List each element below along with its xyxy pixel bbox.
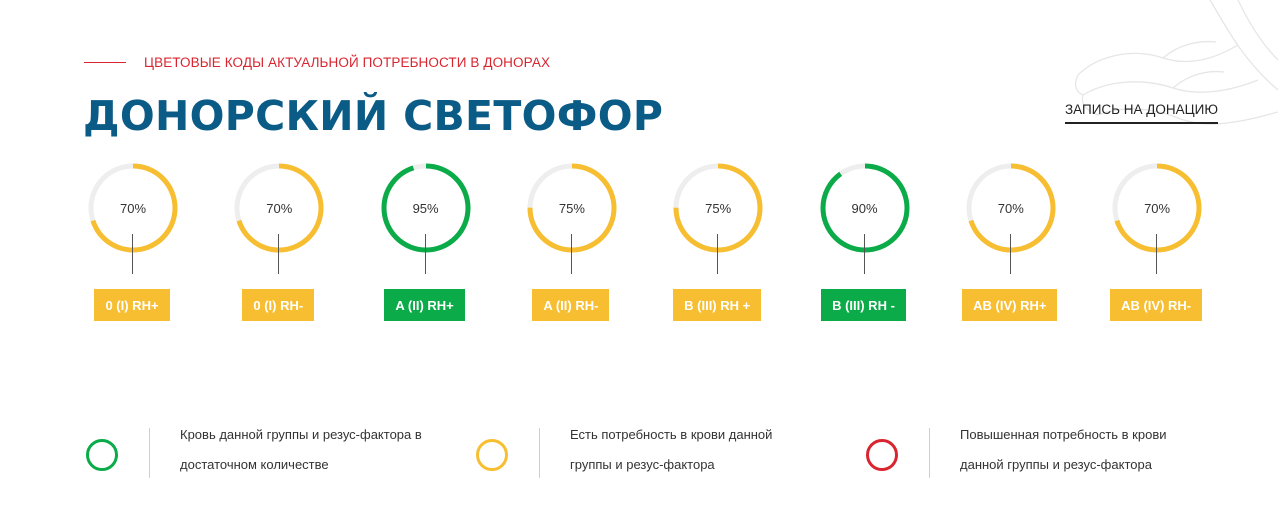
progress-percent: 90% — [851, 200, 878, 216]
progress-percent: 70% — [266, 200, 293, 216]
legend-item-red: Повышенная потребность в крови данной гру… — [866, 418, 1246, 478]
red-circle-icon — [866, 439, 898, 471]
connector-line — [863, 234, 865, 274]
legend-divider — [149, 428, 150, 478]
badge-wrapper: B (III) RH + — [657, 289, 777, 321]
blood-group-badge: A (II) RH+ — [384, 289, 465, 321]
progress-ring: 70% — [87, 162, 179, 254]
hands-illustration — [1074, 0, 1278, 125]
blood-group-badge: A (II) RH- — [532, 289, 610, 321]
progress-ring-graphic — [820, 163, 909, 253]
blood-group-badge: 0 (I) RH+ — [94, 289, 170, 321]
connector-line — [570, 234, 572, 274]
legend-text-line: группы и резус-фактора — [570, 457, 715, 472]
eyebrow-text: ЦВЕТОВЫЕ КОДЫ АКТУАЛЬНОЙ ПОТРЕБНОСТИ В Д… — [144, 54, 551, 70]
green-circle-icon — [86, 439, 118, 471]
blood-group-badge: 0 (I) RH- — [242, 289, 315, 321]
progress-ring: 90% — [819, 162, 911, 254]
progress-ring-arc — [88, 163, 178, 253]
progress-percent: 70% — [1144, 200, 1171, 216]
blood-group-badge: B (III) RH + — [673, 289, 762, 321]
legend-item-yellow: Есть потребность в крови данной группы и … — [476, 418, 856, 478]
progress-ring-graphic — [88, 163, 178, 253]
badge-wrapper: 0 (I) RH+ — [72, 289, 192, 321]
progress-ring-arc — [381, 163, 471, 253]
legend-divider — [539, 428, 540, 478]
progress-ring-graphic — [1112, 163, 1202, 253]
progress-ring-arc — [527, 163, 617, 253]
connector-line — [132, 234, 133, 274]
page-title: ДОНОРСКИЙ СВЕТОФОР — [83, 92, 664, 140]
legend-text: Есть потребность в крови данной группы и … — [570, 420, 850, 480]
progress-ring-arc — [820, 163, 909, 253]
connector-line — [1009, 234, 1011, 274]
progress-ring: 70% — [1111, 162, 1203, 254]
legend: Кровь данной группы и резус-фактора в дос… — [0, 408, 1278, 478]
connector-line — [424, 234, 426, 274]
progress-ring-arc — [673, 163, 763, 253]
progress-ring-arc — [1112, 163, 1202, 253]
blood-group-badge: AB (IV) RH- — [1110, 289, 1203, 321]
legend-text: Кровь данной группы и резус-фактора в дос… — [180, 420, 460, 480]
legend-text-line: Есть потребность в крови данной — [570, 427, 773, 442]
blood-group-badge: AB (IV) RH+ — [962, 289, 1058, 321]
progress-ring-graphic — [966, 163, 1056, 253]
badge-wrapper: A (II) RH- — [511, 289, 631, 321]
progress-percent: 95% — [412, 200, 439, 216]
blood-group-badge: B (III) RH - — [821, 289, 906, 321]
legend-text: Повышенная потребность в крови данной гру… — [960, 420, 1240, 480]
legend-item-green: Кровь данной группы и резус-фактора в дос… — [86, 418, 466, 478]
progress-ring-graphic — [381, 163, 471, 253]
badge-wrapper: B (III) RH - — [804, 289, 924, 321]
progress-ring: 70% — [965, 162, 1057, 254]
badge-wrapper: A (II) RH+ — [365, 289, 485, 321]
badge-wrapper: AB (IV) RH- — [1096, 289, 1216, 321]
connector-line — [1156, 234, 1158, 274]
legend-divider — [929, 428, 930, 478]
progress-ring: 95% — [380, 162, 472, 254]
legend-text-line: данной группы и резус-фактора — [960, 457, 1152, 472]
blood-groups-row: 70% 0 (I) RH+ 70% 0 (I) RH- 95% A (II) RH+ 75%… — [72, 162, 1216, 321]
eyebrow-line — [84, 61, 126, 63]
progress-ring-graphic — [527, 163, 617, 253]
progress-ring-graphic — [673, 163, 763, 253]
yellow-circle-icon — [476, 439, 508, 471]
legend-text-line: достаточном количестве — [180, 457, 329, 472]
connector-line — [278, 234, 280, 274]
section-eyebrow: ЦВЕТОВЫЕ КОДЫ АКТУАЛЬНОЙ ПОТРЕБНОСТИ В Д… — [84, 52, 550, 72]
progress-ring: 70% — [233, 162, 325, 254]
progress-ring-graphic — [234, 163, 324, 253]
donation-signup-link[interactable]: ЗАПИСЬ НА ДОНАЦИЮ — [1065, 102, 1219, 124]
progress-ring-arc — [234, 163, 324, 253]
badge-wrapper: AB (IV) RH+ — [950, 289, 1070, 321]
legend-text-line: Кровь данной группы и резус-фактора в — [180, 427, 422, 442]
progress-ring: 75% — [526, 162, 618, 254]
connector-line — [717, 234, 719, 274]
progress-ring: 75% — [672, 162, 764, 254]
progress-percent: 70% — [997, 200, 1024, 216]
progress-percent: 75% — [558, 200, 585, 216]
progress-percent: 75% — [705, 200, 732, 216]
legend-text-line: Повышенная потребность в крови — [960, 427, 1167, 442]
progress-ring-arc — [966, 163, 1056, 253]
progress-percent: 70% — [119, 200, 147, 216]
badge-wrapper: 0 (I) RH- — [218, 289, 338, 321]
